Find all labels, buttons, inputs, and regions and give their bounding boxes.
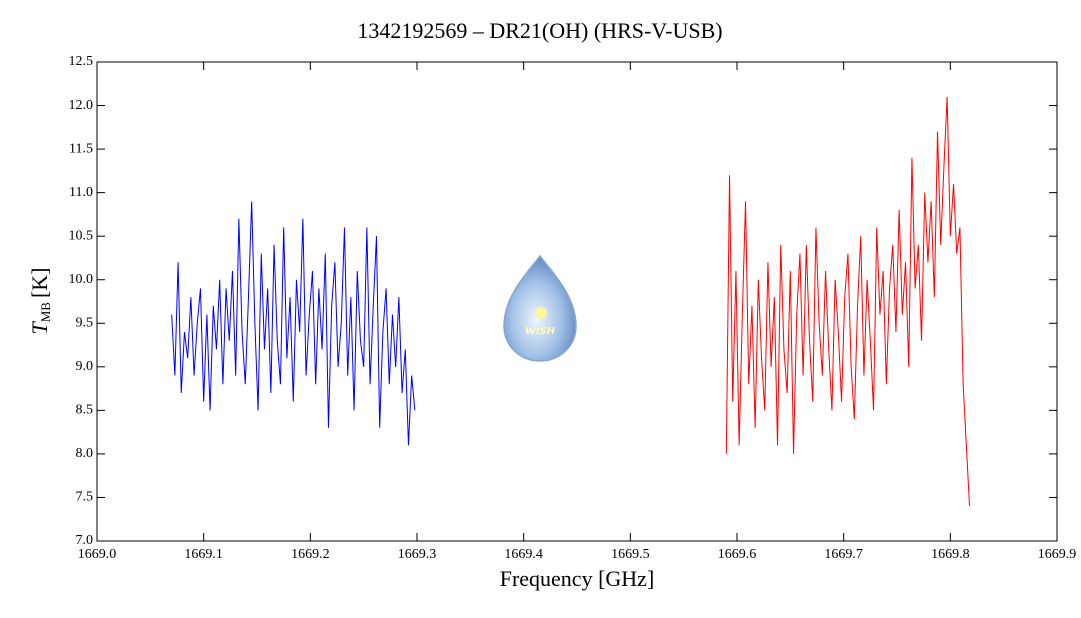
spectrum-line [171, 201, 416, 446]
x-tick-label: 1669.7 [824, 547, 863, 562]
y-tick-label: 7.0 [76, 533, 94, 548]
x-tick-label: 1669.8 [931, 547, 970, 562]
y-tick-label: 7.5 [76, 490, 94, 505]
y-tick-label: 12.5 [69, 54, 94, 69]
plot-frame [96, 61, 1058, 542]
x-tick-label: 1669.5 [611, 547, 650, 562]
logo-text: WISH [525, 326, 556, 337]
y-label-unit: [K] [27, 267, 52, 298]
y-tick-label: 8.5 [76, 403, 94, 418]
logo-star [535, 307, 547, 319]
y-tick-label: 11.5 [69, 141, 93, 156]
x-tick-label: 1669.3 [398, 547, 437, 562]
x-tick-label: 1669.0 [78, 547, 117, 562]
y-axis-label: TMB [K] [27, 267, 53, 334]
y-tick-label: 11.0 [69, 185, 93, 200]
x-tick-label: 1669.1 [184, 547, 223, 562]
y-tick-label: 12.0 [69, 98, 94, 113]
x-tick-label: 1669.4 [504, 547, 543, 562]
y-tick-label: 9.5 [76, 315, 94, 330]
x-tick-label: 1669.2 [291, 547, 330, 562]
y-tick-label: 8.0 [76, 446, 94, 461]
spectrum-line [725, 96, 971, 507]
y-tick-label: 10.0 [69, 272, 94, 287]
y-label-symbol: T [27, 321, 52, 335]
x-tick-label: 1669.9 [1038, 547, 1077, 562]
y-tick-label: 10.5 [69, 228, 94, 243]
y-tick-label: 9.0 [76, 359, 94, 374]
logo: WISH [503, 254, 577, 362]
chart-title: 1342192569 – DR21(OH) (HRS-V-USB) [357, 18, 722, 43]
y-label-subscript: MB [38, 302, 53, 323]
x-tick-label: 1669.6 [718, 547, 757, 562]
x-axis-label: Frequency [GHz] [500, 566, 655, 591]
